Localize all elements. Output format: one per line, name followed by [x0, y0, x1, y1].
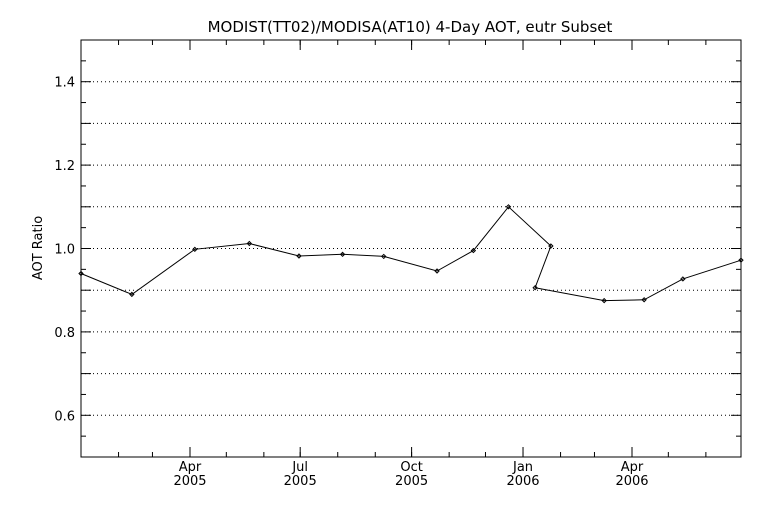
x-tick-label-month: Oct — [400, 460, 422, 475]
data-point — [246, 240, 253, 247]
y-tick-label: 1.2 — [54, 159, 75, 174]
data-point — [78, 270, 84, 277]
x-tick-label-month: Apr — [179, 460, 202, 475]
y-axis-label: AOT Ratio — [31, 216, 46, 280]
series-line — [80, 206, 742, 302]
x-tick-label-month: Apr — [621, 460, 644, 475]
y-tick-label: 0.8 — [54, 326, 75, 341]
tick-labels: 0.60.81.01.21.4Apr2005Jul2005Oct2005Jan2… — [54, 76, 648, 489]
x-tick-label-month: Jul — [291, 460, 308, 475]
y-tick-label: 1.0 — [54, 243, 75, 258]
data-point — [601, 297, 607, 304]
x-tick-label-month: Jan — [512, 460, 533, 475]
y-tick-label: 1.4 — [54, 76, 75, 91]
plot-frame — [80, 39, 742, 458]
chart-title: MODIST(TT02)/MODISA(AT10) 4-Day AOT, eut… — [208, 18, 613, 36]
grid-lines — [81, 81, 741, 416]
data-point — [192, 246, 198, 253]
data-point — [381, 253, 387, 260]
axis-ticks — [81, 40, 741, 457]
y-tick-label: 0.6 — [54, 409, 75, 424]
data-point — [680, 276, 686, 282]
data-point — [738, 257, 744, 263]
data-point — [339, 251, 346, 258]
data-point — [470, 247, 477, 254]
data-series — [78, 204, 744, 304]
x-tick-label-year: 2006 — [506, 474, 539, 489]
x-tick-label-year: 2006 — [615, 474, 648, 489]
data-point — [129, 291, 135, 298]
data-point — [434, 268, 440, 274]
data-point — [548, 243, 554, 249]
x-tick-label-year: 2005 — [395, 474, 428, 489]
data-point — [641, 297, 647, 303]
data-point — [505, 204, 512, 210]
x-tick-label-year: 2005 — [284, 474, 317, 489]
data-point — [296, 253, 302, 259]
data-point — [532, 284, 538, 291]
x-tick-label-year: 2005 — [173, 474, 206, 489]
